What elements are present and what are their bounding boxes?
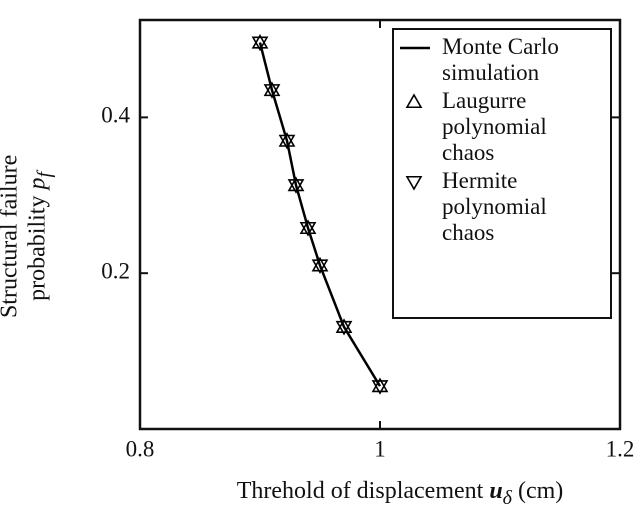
marker	[278, 132, 296, 147]
x-tick-label: 1.2	[606, 436, 635, 461]
legend-label: Monte Carlo simulation	[442, 34, 559, 85]
y-label-symbol: p	[24, 177, 51, 190]
legend-symbol	[400, 46, 430, 50]
legend-entry: Laugurre polynomial chaos	[394, 88, 610, 166]
y-tick-label: 0.4	[101, 103, 130, 128]
legend-marker	[405, 175, 423, 191]
marker	[311, 256, 329, 272]
marker	[371, 377, 389, 393]
marker	[251, 36, 269, 52]
x-label-unit: (cm)	[517, 478, 564, 504]
x-label-symbol: u	[489, 478, 503, 504]
y-axis-label: Structural failure probability pf	[0, 121, 58, 351]
legend-label: Laugurre polynomial chaos	[442, 88, 547, 165]
marker	[299, 219, 317, 235]
marker	[287, 179, 305, 194]
marker	[335, 318, 353, 333]
legend-entry: Hermite polynomial chaos	[394, 168, 610, 246]
marker	[311, 259, 329, 275]
marker	[263, 84, 281, 99]
marker	[299, 221, 317, 237]
legend-symbol	[405, 93, 423, 109]
marker	[335, 320, 353, 336]
legend-entry: Monte Carlo simulation	[394, 34, 610, 86]
line	[258, 42, 382, 387]
legend-marker	[405, 93, 423, 109]
marker	[287, 176, 305, 192]
x-label-text: Threhold of displacement	[236, 478, 484, 504]
legend-symbol	[405, 175, 423, 191]
y-tick-label: 0.2	[101, 258, 130, 283]
legend-label: Hermite polynomial chaos	[442, 168, 547, 245]
x-axis-label: Threhold of displacement uδ (cm)	[0, 478, 640, 510]
marker	[278, 134, 296, 150]
marker	[263, 81, 281, 97]
y-label-subscript: f	[33, 171, 56, 178]
x-tick-label: 1	[374, 436, 386, 461]
legend: Monte Carlo simulation Laugurre polynomia…	[392, 28, 612, 319]
marker	[371, 380, 389, 395]
x-tick-label: 0.8	[126, 436, 155, 461]
marker	[251, 33, 269, 49]
x-label-subscript: δ	[502, 486, 512, 509]
